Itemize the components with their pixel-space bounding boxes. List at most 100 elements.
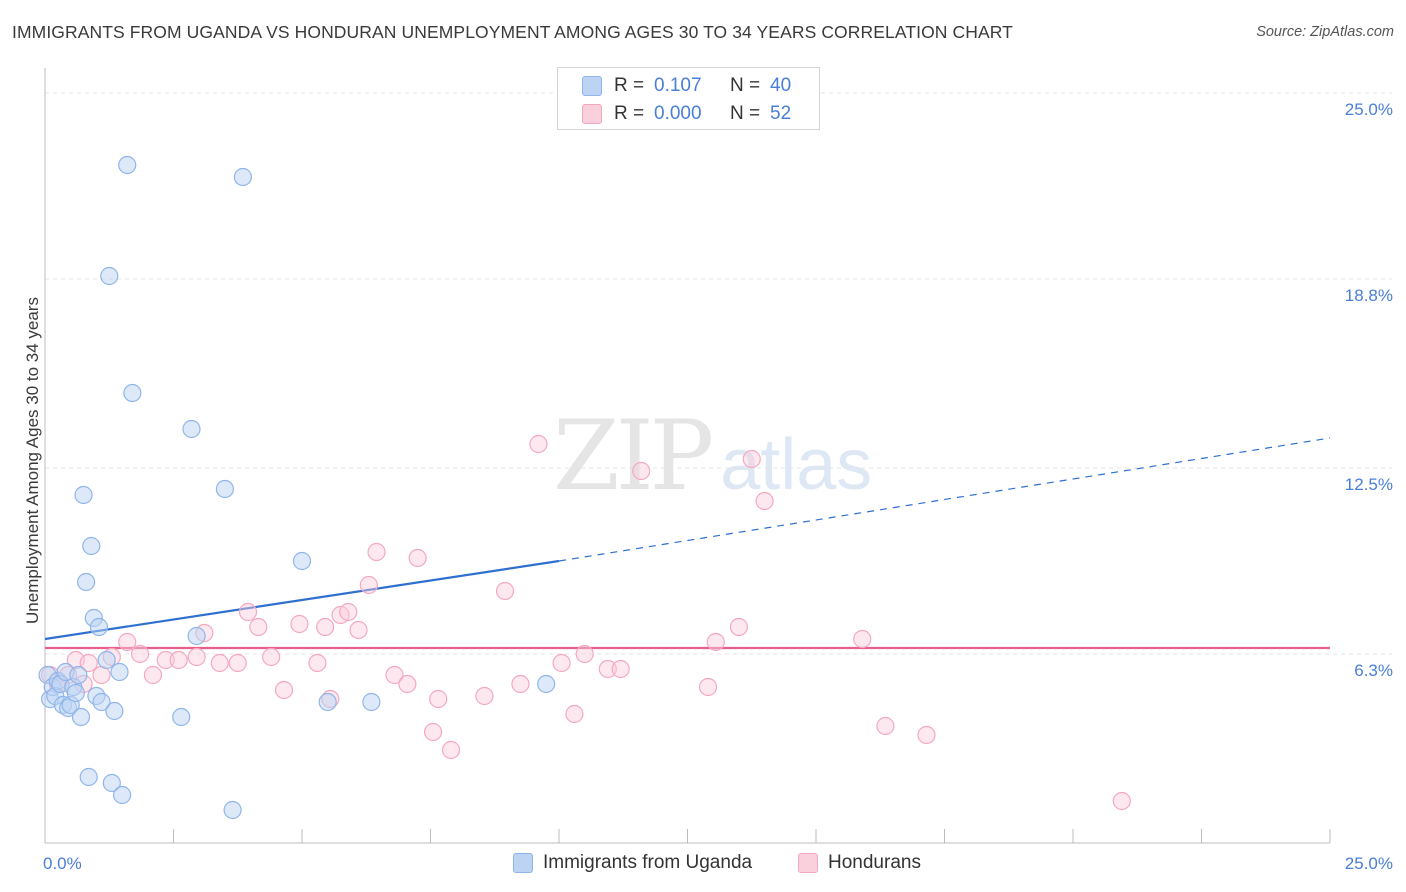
uganda-point — [82, 536, 101, 556]
legend-r-label: R = — [614, 103, 645, 124]
honduran-point — [339, 602, 358, 622]
x-tick-label-max: 25.0% — [1345, 854, 1393, 873]
chart-source: Source: ZipAtlas.com — [1256, 24, 1394, 40]
honduran-point — [249, 617, 268, 637]
y-tick-label: 18.8% — [1345, 286, 1393, 305]
honduran-point — [552, 653, 571, 673]
legend-swatch-uganda — [513, 853, 533, 873]
legend-label-honduran: Hondurans — [828, 852, 921, 873]
honduran-point — [755, 491, 774, 511]
legend-n-label: N = — [730, 75, 761, 96]
uganda-trend-extension — [558, 437, 1331, 562]
honduran-point — [441, 740, 461, 760]
uganda-point — [112, 785, 132, 805]
honduran-point — [367, 542, 386, 562]
honduran-point — [611, 659, 630, 679]
honduran-point — [228, 653, 247, 673]
legend-swatch-honduran — [582, 104, 602, 124]
uganda-point — [77, 572, 96, 592]
uganda-point — [92, 692, 111, 712]
uganda-point — [187, 626, 206, 646]
honduran-point — [475, 686, 494, 706]
uganda-point — [292, 551, 312, 571]
honduran-point — [632, 461, 651, 481]
legend-n-value: 40 — [770, 75, 792, 96]
y-axis-label: Unemployment Among Ages 30 to 34 years — [23, 297, 42, 624]
honduran-point — [210, 653, 229, 673]
uganda-point — [97, 650, 116, 670]
legend-r-value: 0.000 — [654, 103, 702, 124]
legend-row-uganda: R = 0.107 N = 40 — [582, 73, 791, 99]
y-tick-label: 25.0% — [1345, 100, 1393, 119]
uganda-point — [74, 485, 93, 505]
uganda-point — [69, 665, 88, 685]
honduran-point — [79, 653, 98, 673]
honduran-point — [423, 722, 443, 742]
honduran-point — [853, 629, 872, 649]
data-points — [38, 155, 1131, 820]
honduran-point — [156, 650, 175, 670]
honduran-point — [169, 650, 188, 670]
honduran-point — [385, 665, 404, 685]
honduran-point — [143, 665, 163, 685]
uganda-point — [215, 479, 234, 499]
legend-item-honduran: Hondurans — [798, 852, 921, 874]
uganda-point — [100, 266, 119, 286]
honduran-point — [742, 449, 761, 469]
honduran-point — [290, 614, 309, 634]
uganda-point — [172, 707, 191, 727]
honduran-point — [598, 659, 617, 679]
legend-n-label: N = — [730, 103, 761, 124]
trend-lines — [44, 437, 1331, 650]
legend-swatch-honduran — [798, 853, 818, 873]
honduran-point — [187, 647, 206, 667]
honduran-point — [511, 674, 530, 694]
honduran-point — [529, 434, 548, 454]
axis-labels: 6.3% 12.5% 18.8% 25.0% 0.0% 25.0% Unemployment… — [23, 100, 1393, 873]
honduran-point — [408, 548, 427, 568]
honduran-point — [238, 602, 258, 622]
honduran-point — [876, 716, 895, 736]
x-tick-label-min: 0.0% — [43, 854, 82, 873]
uganda-point — [223, 800, 242, 820]
uganda-point — [182, 419, 201, 439]
honduran-point — [706, 632, 725, 652]
y-tick-label: 12.5% — [1345, 475, 1393, 494]
correlation-legend: R = 0.107 N = 40 R = 0.000 N = 52 — [557, 67, 820, 130]
honduran-point — [917, 725, 936, 745]
honduran-point — [398, 674, 417, 694]
honduran-point — [349, 620, 368, 640]
chart-title: IMMIGRANTS FROM UGANDA VS HONDURAN UNEMP… — [12, 22, 1013, 42]
legend-row-honduran: R = 0.000 N = 52 — [582, 101, 791, 127]
series-legend: Immigrants from Uganda Hondurans — [0, 852, 1406, 878]
uganda-point — [362, 692, 381, 712]
uganda-point — [71, 707, 91, 727]
uganda-point — [66, 683, 85, 703]
honduran-point — [262, 647, 281, 667]
legend-n-value: 52 — [770, 103, 792, 124]
legend-r-value: 0.107 — [654, 75, 702, 96]
uganda-point — [537, 674, 556, 694]
honduran-point — [429, 689, 448, 709]
honduran-point — [308, 653, 327, 673]
honduran-point — [729, 617, 749, 637]
honduran-point — [698, 677, 718, 697]
uganda-point — [110, 662, 129, 682]
honduran-point — [316, 617, 335, 637]
axes — [44, 68, 1331, 844]
honduran-point — [118, 632, 137, 652]
honduran-point — [495, 581, 515, 601]
uganda-point — [318, 692, 337, 712]
uganda-point — [118, 155, 137, 175]
uganda-point — [102, 773, 121, 793]
legend-item-uganda: Immigrants from Uganda — [513, 852, 752, 874]
y-tick-label: 6.3% — [1354, 661, 1393, 680]
uganda-trend-line — [44, 559, 560, 641]
uganda-point — [233, 167, 252, 187]
legend-label-uganda: Immigrants from Uganda — [543, 852, 753, 873]
uganda-point — [105, 701, 124, 721]
uganda-point — [123, 383, 142, 403]
uganda-point — [79, 767, 98, 787]
legend-swatch-uganda — [582, 76, 602, 96]
